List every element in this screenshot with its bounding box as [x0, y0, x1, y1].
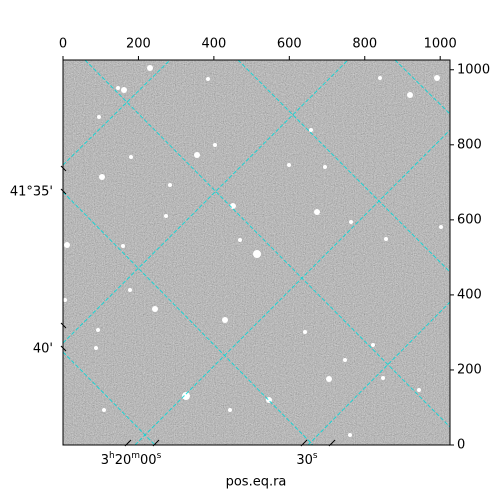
star — [348, 433, 352, 437]
star — [116, 86, 120, 90]
star — [222, 317, 228, 323]
dec-tick — [60, 188, 67, 195]
star — [152, 306, 158, 312]
star — [206, 77, 210, 81]
ra-grid-line — [394, 60, 450, 115]
x-tick-label: 800 — [352, 37, 377, 52]
dec-grid-line — [63, 60, 171, 166]
ra-tick — [328, 439, 336, 447]
ra-grid-line — [84, 60, 450, 428]
dec-tick-label: 41°35' — [10, 185, 53, 200]
y-tick-label: 800 — [457, 137, 482, 152]
ra-tick-label: 30s — [296, 451, 318, 468]
x-tick-label: 400 — [201, 37, 226, 52]
dec-grid-line — [307, 301, 450, 445]
ra-grid-line — [63, 351, 156, 445]
x-tick-label: 600 — [277, 37, 302, 52]
dec-tick-label: 40' — [33, 342, 53, 357]
y-tick-label: 200 — [457, 362, 482, 377]
star — [238, 238, 242, 242]
star — [371, 343, 375, 347]
ra-tick — [124, 439, 132, 447]
star — [194, 152, 200, 158]
ra-grid-line — [63, 191, 314, 445]
dec-tick — [60, 322, 67, 329]
star — [326, 376, 332, 382]
ra-tick — [152, 439, 160, 447]
star — [384, 237, 388, 241]
dec-tick — [60, 345, 67, 352]
star — [417, 388, 421, 392]
star — [253, 250, 261, 258]
y-tick-label: 0 — [457, 438, 465, 453]
star — [96, 328, 100, 332]
x-tick-label: 1000 — [424, 37, 457, 52]
star — [147, 65, 153, 71]
star — [323, 165, 327, 169]
x-tick-label: 200 — [126, 37, 151, 52]
star — [94, 346, 98, 350]
star — [349, 220, 353, 224]
star — [97, 115, 101, 119]
ra-grid-line — [237, 60, 450, 273]
star — [129, 155, 133, 159]
stars — [59, 65, 443, 437]
dec-grid-line — [134, 129, 450, 445]
ra-tick — [300, 439, 308, 447]
star — [121, 244, 125, 248]
star — [434, 75, 440, 81]
star — [64, 242, 70, 248]
star — [407, 92, 413, 98]
star — [381, 376, 385, 380]
star — [59, 431, 61, 433]
star — [164, 214, 168, 218]
star — [168, 183, 172, 187]
x-axis-label: pos.eq.ra — [226, 475, 287, 490]
star — [287, 163, 291, 167]
star — [378, 76, 382, 80]
dec-tick — [60, 165, 67, 172]
star — [343, 358, 347, 362]
star — [182, 392, 190, 400]
ra-tick-label: 3h20m00s — [101, 451, 162, 468]
star — [228, 408, 232, 412]
star — [213, 143, 217, 147]
coordinate-grid — [63, 60, 450, 445]
y-tick-label: 1000 — [457, 62, 490, 77]
y-tick-label: 600 — [457, 212, 482, 227]
x-tick-label: 0 — [59, 37, 67, 52]
star — [102, 408, 106, 412]
star — [314, 209, 320, 215]
star — [128, 288, 132, 292]
star — [63, 298, 67, 302]
star — [439, 225, 443, 229]
star — [309, 128, 313, 132]
dec-grid-line — [63, 60, 349, 344]
star — [121, 87, 127, 93]
star — [99, 174, 105, 180]
y-tick-label: 400 — [457, 287, 482, 302]
star — [303, 330, 307, 334]
axes-frame — [62, 59, 451, 446]
